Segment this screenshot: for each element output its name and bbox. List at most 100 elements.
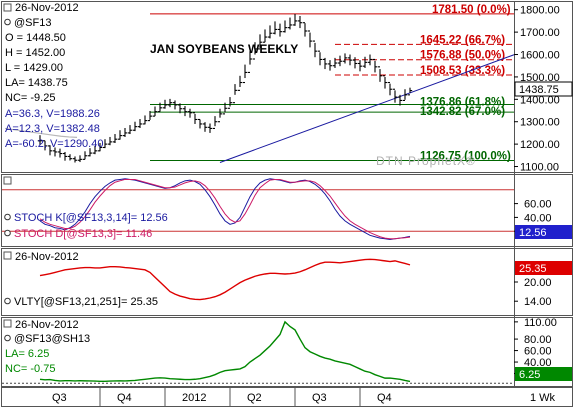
vlty-marker-icon (4, 297, 11, 305)
x-axis-label: 2012 (182, 392, 206, 404)
price-bar (127, 125, 133, 135)
spread-legend: 26-Nov-2012 @SF13@SH13 LA= 6.25 NC= -0.7… (3, 319, 90, 375)
price-bar (407, 87, 413, 96)
price-bar (42, 140, 48, 151)
x-axis-band (1, 387, 573, 407)
ma-info-3: A=-60.2, V=1290.40 (5, 138, 103, 150)
price-bar (187, 108, 193, 118)
price-panel: 1781.50 (0.0%) 1645.22 (66.7%) 1576.88 (50… (3, 2, 573, 174)
price-bar (287, 17, 293, 30)
spread-collapse-icon[interactable] (3, 319, 12, 328)
vlty-legend-text: VLTY[@SF13,21,251]= 25.35 (14, 296, 158, 308)
price-bar (227, 97, 233, 109)
price-bar (377, 66, 383, 82)
price-bar (137, 119, 143, 128)
price-bar (392, 88, 398, 103)
price-bar (57, 148, 63, 158)
stoch-y-tick-label: 60.00 (524, 199, 552, 211)
price-bar (102, 139, 108, 149)
fib-level-label: 1645.22 (66.7%) (420, 34, 505, 46)
price-bar (362, 56, 368, 68)
price-bar (212, 116, 218, 129)
x-axis-label: Q2 (247, 392, 262, 404)
spread-last-tag: 6.25 (515, 367, 572, 381)
price-bar (382, 75, 388, 89)
price-bar (317, 50, 323, 66)
vlty-legend: 26-Nov-2012 VLTY[@SF13,21,251]= 25.35 (3, 251, 158, 308)
price-bar (192, 112, 198, 124)
price-y-tick-label: 1500.00 (520, 72, 560, 84)
price-bar (262, 29, 268, 43)
price-bar (347, 54, 353, 66)
stoch-k-legend: STOCH K[@SF13,3,14]= 12.56 (14, 212, 168, 224)
price-bar (172, 100, 178, 110)
stochastics-panel: STOCH K[@SF13,3,14]= 12.56 STOCH D[@SF13… (2, 176, 572, 240)
price-bar (217, 108, 223, 123)
price-bar (337, 55, 343, 67)
x-axis-label: Q4 (117, 392, 132, 404)
price-last-tag-text: 1438.75 (519, 84, 559, 96)
price-bar (292, 13, 298, 26)
price-bar (92, 145, 98, 155)
price-bar (122, 127, 128, 137)
price-bar (402, 89, 408, 101)
spread-info-symbol: @SF13@SH13 (14, 333, 90, 345)
price-bars (37, 13, 413, 163)
trendline (219, 54, 515, 163)
spread-last-tag-bg (515, 367, 572, 381)
chart-title: JAN SOYBEANS WEEKLY (150, 42, 298, 56)
vlty-y-tick-label: 20.00 (524, 277, 552, 289)
price-y-axis: 1100.00 1200.00 1300.00 1400.00 1500.00 1600.… (514, 5, 560, 174)
price-info-open: O = 1448.50 (5, 32, 66, 44)
fib-level-label: 1126.75 (100.0%) (420, 151, 511, 163)
price-bar (222, 102, 228, 115)
price-bar (72, 156, 78, 163)
stoch-last-tag-text: 12.56 (519, 227, 547, 239)
price-bar (77, 155, 83, 163)
price-bar (367, 54, 373, 66)
spread-last-tag-text: 6.25 (519, 369, 540, 381)
price-info-symbol: @SF13 (14, 17, 51, 29)
x-axis-interval: 1 Wk (530, 392, 556, 404)
price-info-date: 26-Nov-2012 (15, 2, 79, 14)
price-bar (397, 94, 403, 106)
price-bar (197, 118, 203, 129)
vlty-last-tag-text: 25.35 (519, 263, 547, 275)
stoch-k-marker-icon (4, 213, 11, 221)
x-dividers (99, 387, 361, 406)
stoch-d-line (39, 178, 411, 240)
series-marker-icon (4, 18, 11, 26)
collapse-icon[interactable] (3, 3, 12, 12)
fib-level-label: 1508.53 (33.3%) (420, 65, 505, 77)
price-bar (117, 130, 123, 140)
price-bar (342, 53, 348, 64)
price-y-tick-label: 1800.00 (520, 5, 560, 17)
volatility-panel: 26-Nov-2012 VLTY[@SF13,21,251]= 25.35 14… (3, 251, 572, 308)
price-bar (277, 23, 283, 37)
stoch-collapse-icon[interactable] (3, 176, 12, 185)
price-bar (112, 134, 118, 143)
price-bar (257, 34, 263, 50)
price-bar (142, 115, 148, 125)
price-bar (252, 42, 258, 60)
price-bar (67, 154, 73, 161)
price-bar (87, 148, 93, 157)
price-bar (167, 98, 173, 108)
stoch-ref-lines (2, 189, 514, 232)
fib-level-label: 1781.50 (0.0%) (432, 4, 511, 16)
price-bar (37, 135, 43, 146)
spread-line (39, 320, 411, 383)
price-bar (47, 145, 53, 156)
vlty-collapse-icon[interactable] (3, 251, 12, 260)
price-y-tick-label: 1200.00 (520, 139, 560, 151)
stoch-y-tick-label: 40.00 (524, 212, 552, 224)
price-y-tick-label: 1100.00 (520, 162, 559, 174)
price-bar (52, 147, 58, 157)
ma-info-2: A=12.3, V=1382.48 (5, 123, 100, 135)
price-y-tick-label: 1300.00 (520, 117, 560, 129)
stoch-d-marker-icon (4, 229, 11, 237)
price-bar (307, 30, 313, 48)
price-bar (302, 22, 308, 37)
price-y-tick-label: 1400.00 (520, 94, 560, 106)
